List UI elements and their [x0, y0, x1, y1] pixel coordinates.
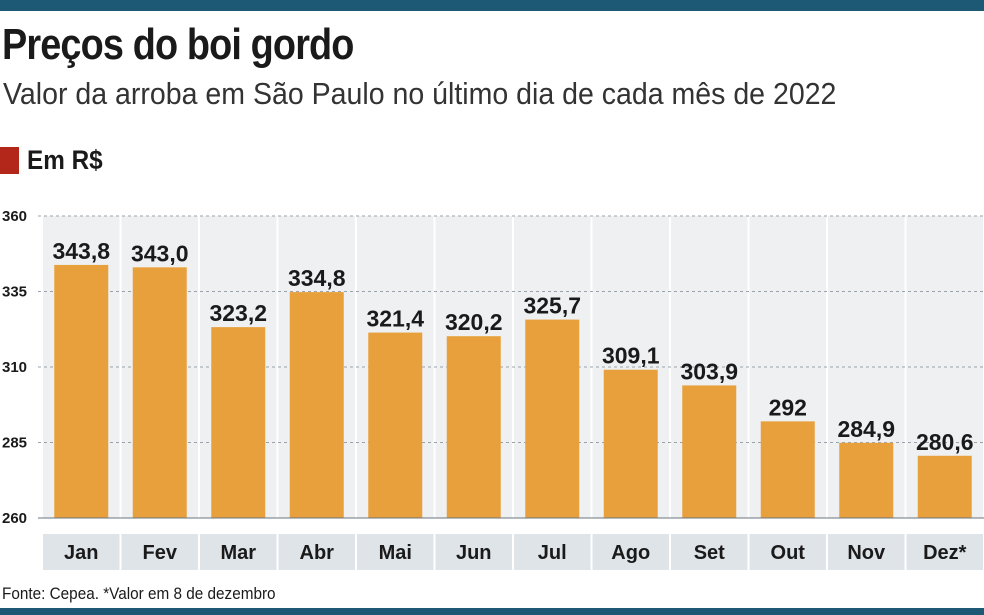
- data-label: 323,2: [209, 300, 267, 326]
- category-band: [514, 534, 591, 570]
- category-band: [435, 534, 512, 570]
- data-label: 321,4: [366, 306, 424, 332]
- chart-subtitle: Valor da arroba em São Paulo no último d…: [3, 76, 837, 111]
- bar: [289, 292, 344, 518]
- x-tick-label: Nov: [847, 542, 886, 564]
- data-label: 292: [769, 394, 807, 420]
- category-band: [43, 534, 120, 570]
- bar: [368, 332, 423, 518]
- category-band: [592, 534, 669, 570]
- category-band: [278, 534, 355, 570]
- data-label: 343,8: [52, 238, 110, 264]
- bar: [682, 385, 737, 518]
- top-rule: [0, 0, 984, 11]
- y-tick-label: 260: [2, 510, 27, 527]
- x-tick-label: Jul: [538, 542, 567, 564]
- y-tick-label: 310: [2, 359, 27, 376]
- category-band: [357, 534, 434, 570]
- bottom-rule: [0, 608, 984, 615]
- bar: [760, 421, 815, 518]
- y-tick-label: 360: [2, 208, 27, 225]
- bar: [525, 319, 580, 518]
- bar: [917, 455, 972, 518]
- category-band: [671, 534, 748, 570]
- x-tick-label: Jun: [456, 542, 492, 564]
- data-label: 320,2: [445, 309, 503, 335]
- category-band: [749, 534, 826, 570]
- legend: Em R$: [0, 145, 111, 176]
- data-label: 325,7: [523, 293, 581, 319]
- x-tick-label: Fev: [143, 542, 178, 564]
- bar: [211, 327, 266, 518]
- data-label: 334,8: [288, 265, 346, 291]
- x-tick-label: Out: [771, 542, 806, 564]
- y-tick-label: 285: [2, 435, 27, 452]
- data-label: 309,1: [602, 343, 660, 369]
- bar: [132, 267, 187, 518]
- data-label: 343,0: [131, 240, 189, 266]
- category-band: [828, 534, 905, 570]
- category-band: [906, 534, 983, 570]
- data-label: 280,6: [916, 429, 974, 455]
- legend-label: Em R$: [27, 145, 103, 175]
- bar: [446, 336, 501, 518]
- x-tick-label: Set: [694, 542, 725, 564]
- bar: [839, 442, 894, 518]
- bar: [603, 369, 658, 518]
- category-band: [200, 534, 277, 570]
- data-label: 284,9: [837, 416, 895, 442]
- x-tick-label: Mar: [220, 542, 256, 564]
- bar: [54, 264, 109, 518]
- source-note: Fonte: Cepea. *Valor em 8 de dezembro: [2, 584, 276, 603]
- x-tick-label: Jan: [64, 542, 98, 564]
- bar-chart: 260 285 310 335 360 343,8 Jan 343,0 Fev 323,2 Mar 3…: [2, 208, 984, 570]
- x-tick-label: Mai: [379, 542, 412, 564]
- x-tick-label: Dez*: [923, 542, 967, 564]
- legend-swatch: [0, 147, 19, 174]
- x-tick-label: Abr: [300, 542, 335, 564]
- chart-title: Preços do boi gordo: [2, 20, 354, 69]
- category-band: [121, 534, 198, 570]
- x-tick-label: Ago: [611, 542, 650, 564]
- data-label: 303,9: [680, 358, 738, 384]
- y-tick-label: 335: [2, 284, 27, 301]
